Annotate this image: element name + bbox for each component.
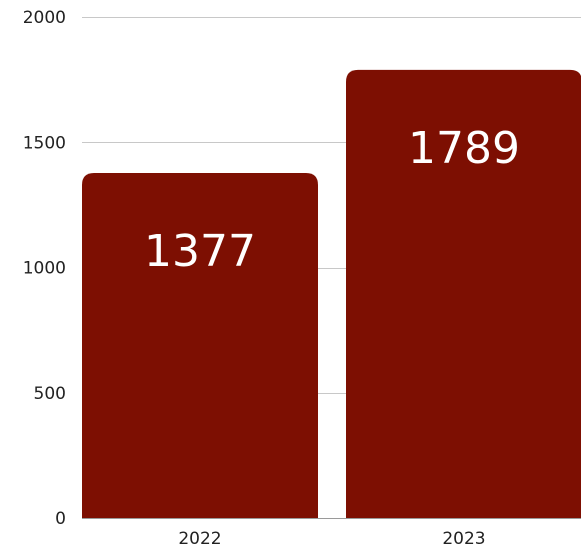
- x-axis-tick-labels: 2022 2023: [178, 529, 485, 549]
- y-tick-label: 500: [34, 384, 66, 404]
- y-axis-tick-labels: 0 500 1000 1500 2000: [23, 8, 66, 529]
- x-tick-label: 2022: [178, 529, 221, 549]
- y-tick-label: 1500: [23, 133, 66, 153]
- bar-2022: [82, 173, 318, 518]
- bar-2023: [346, 69, 581, 518]
- y-tick-label: 0: [55, 509, 66, 529]
- bars: 1377 1789: [82, 69, 581, 518]
- x-tick-label: 2023: [442, 529, 485, 549]
- data-label-2023: 1789: [408, 123, 520, 174]
- data-label-2022: 1377: [144, 226, 256, 277]
- y-tick-label: 2000: [23, 8, 66, 28]
- y-tick-label: 1000: [23, 259, 66, 279]
